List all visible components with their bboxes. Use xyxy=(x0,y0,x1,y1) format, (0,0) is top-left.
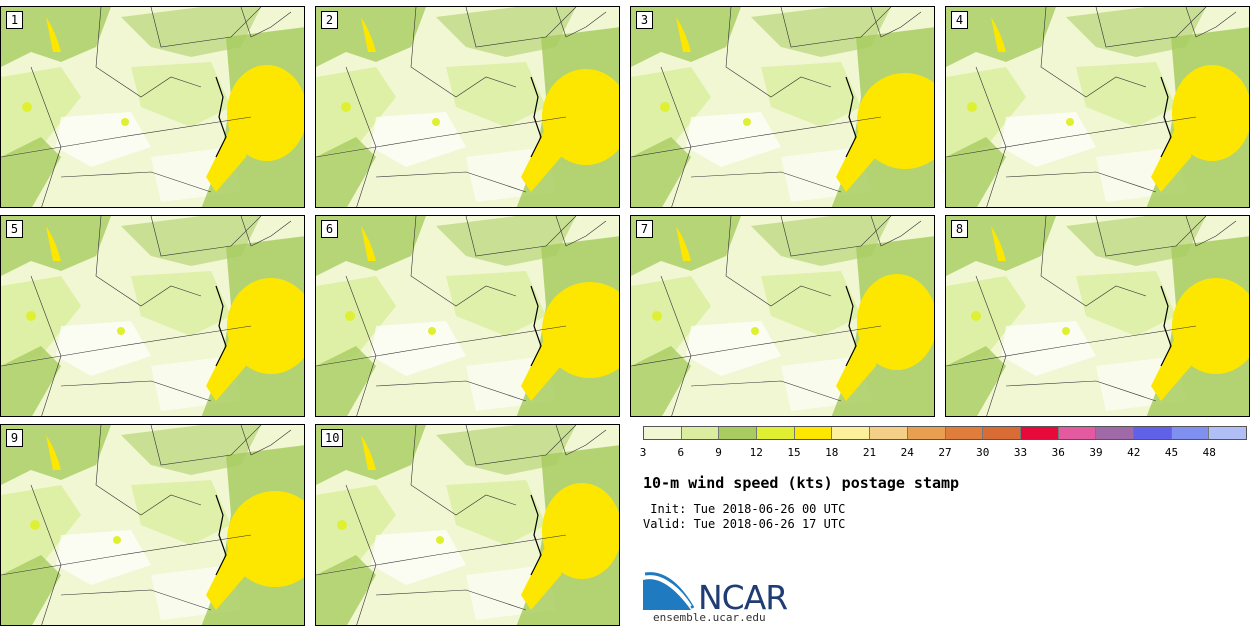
stamp-panel-7: 7 xyxy=(630,215,935,417)
colorbar-tick-label: 15 xyxy=(787,446,801,459)
colorbar-tick-label: 24 xyxy=(900,446,914,459)
stamp-number: 6 xyxy=(321,220,338,238)
ncar-logo-text: NCAR xyxy=(698,578,788,617)
colorbar-swatch xyxy=(870,427,908,439)
colorbar-tick-label: 45 xyxy=(1164,446,1179,459)
wind-map-icon xyxy=(1,7,304,207)
colorbar-tick-label: 30 xyxy=(976,446,990,459)
stamp-number: 1 xyxy=(6,11,23,29)
colorbar-tick-label: 48 xyxy=(1202,446,1216,459)
colorbar-tick-label: 33 xyxy=(1013,446,1028,459)
colorbar-swatch xyxy=(719,427,758,439)
colorbar-tick-label: 39 xyxy=(1089,446,1103,459)
colorbar-swatch xyxy=(794,427,833,439)
colorbar-swatch xyxy=(945,427,984,439)
colorbar-tick-label: 42 xyxy=(1127,446,1141,459)
stamp-number: 9 xyxy=(6,429,23,447)
wind-map-icon xyxy=(631,216,934,416)
wind-map-icon xyxy=(631,7,934,207)
wind-map-icon xyxy=(1,216,304,416)
colorbar-swatch xyxy=(983,427,1021,439)
stamp-number: 3 xyxy=(636,11,653,29)
colorbar-tick-label: 12 xyxy=(749,446,763,459)
caption-title: 10-m wind speed (kts) postage stamp xyxy=(643,474,960,492)
stamp-number: 2 xyxy=(321,11,338,29)
colorbar-swatch xyxy=(1133,427,1172,439)
colorbar-swatch xyxy=(907,427,946,439)
wind-map-icon xyxy=(316,7,619,207)
stamp-panel-3: 3 xyxy=(630,6,935,208)
colorbar-tick-label: 36 xyxy=(1051,446,1065,459)
wind-map-icon xyxy=(316,216,619,416)
colorbar-swatch xyxy=(1058,427,1097,439)
stamp-panel-6: 6 xyxy=(315,215,620,417)
stamp-number: 10 xyxy=(321,429,344,447)
caption-init-time: Init: Tue 2018-06-26 00 UTC xyxy=(643,502,846,516)
colorbar-tick-label: 6 xyxy=(677,446,685,459)
stamp-number: 7 xyxy=(636,220,653,238)
stamp-panel-10: 10 xyxy=(315,424,620,626)
colorbar-ticks: 3 6 9 12 15 18 21 24 27 30 33 36 39 42 45 48 xyxy=(639,446,1247,460)
colorbar-swatch xyxy=(1209,427,1246,439)
colorbar-swatch xyxy=(757,427,795,439)
colorbar-swatch xyxy=(1096,427,1134,439)
stamp-panel-4: 4 xyxy=(945,6,1250,208)
colorbar-tick-label: 9 xyxy=(715,446,722,459)
ensemble-url: ensemble.ucar.edu xyxy=(653,611,766,624)
colorbar-swatch xyxy=(832,427,871,439)
wind-map-icon xyxy=(946,7,1249,207)
colorbar-swatch xyxy=(1171,427,1210,439)
colorbar-swatch xyxy=(1020,427,1059,439)
wind-map-icon xyxy=(1,425,304,625)
stamp-panel-5: 5 xyxy=(0,215,305,417)
colorbar-swatch xyxy=(644,427,682,439)
colorbar-swatch xyxy=(681,427,720,439)
colorbar-tick-label: 27 xyxy=(938,446,952,459)
stamp-panel-8: 8 xyxy=(945,215,1250,417)
stamp-number: 4 xyxy=(951,11,968,29)
colorbar-tick-label: 3 xyxy=(639,446,647,459)
stamp-panel-2: 2 xyxy=(315,6,620,208)
wind-map-icon xyxy=(316,425,619,625)
stamp-number: 5 xyxy=(6,220,23,238)
wind-speed-colorbar xyxy=(643,426,1247,440)
caption-valid-time: Valid: Tue 2018-06-26 17 UTC xyxy=(643,517,846,531)
stamp-panel-9: 9 xyxy=(0,424,305,626)
colorbar-tick-label: 18 xyxy=(825,446,839,459)
stamp-panel-1: 1 xyxy=(0,6,305,208)
stamp-number: 8 xyxy=(951,220,968,238)
ncar-logo-icon xyxy=(643,572,695,610)
wind-map-icon xyxy=(946,216,1249,416)
colorbar-tick-label: 21 xyxy=(862,446,877,459)
